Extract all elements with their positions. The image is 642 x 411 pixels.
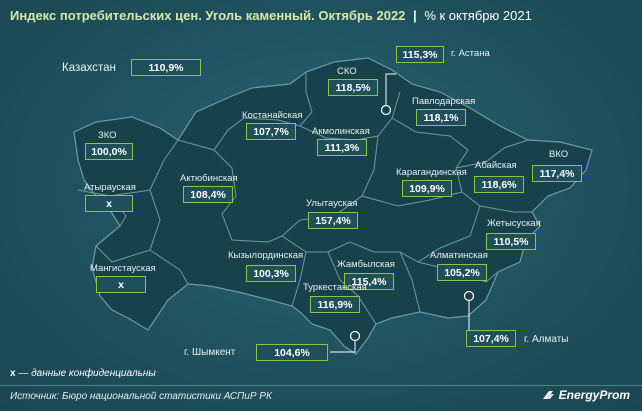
- region-label-kostanay: Костанайская: [242, 110, 303, 121]
- region-label-turkestan: Туркестанская: [303, 282, 367, 293]
- region-label-akmola: Акмолинская: [312, 126, 370, 137]
- page-title: Индекс потребительских цен. Уголь каменн…: [10, 8, 406, 23]
- brand-logo-text: EnergyProm: [558, 388, 630, 402]
- region-value-abai: 118,6%: [474, 176, 524, 193]
- region-label-shymkent: г. Шымкент: [184, 347, 236, 358]
- region-value-sko: 118,5%: [328, 79, 378, 96]
- region-label-almaty-city: г. Алматы: [524, 334, 569, 345]
- region-value-ulytau: 157,4%: [308, 212, 358, 229]
- region-label-aktobe: Актюбинская: [180, 173, 238, 184]
- region-label-mangystau: Мангистауская: [90, 263, 156, 274]
- region-value-atyrau: х: [85, 195, 133, 212]
- title-separator: |: [413, 8, 417, 23]
- region-value-zhetysu: 110,5%: [486, 233, 536, 250]
- region-value-zko: 100,0%: [85, 143, 133, 160]
- source-text: Источник: Бюро национальной статистики А…: [10, 391, 272, 402]
- region-value-akmola: 111,3%: [317, 139, 367, 156]
- region-value-almaty-city: 107,4%: [466, 330, 516, 347]
- footnote-symbol: х: [10, 368, 16, 379]
- region-label-vko: ВКО: [549, 149, 569, 160]
- astana-marker: [380, 104, 392, 116]
- region-label-ulytau: Улытауская: [306, 198, 358, 209]
- region-value-kyzylorda: 100,3%: [246, 265, 296, 282]
- region-label-zhetysu: Жетысуская: [487, 218, 541, 229]
- region-label-zhambyl: Жамбылская: [337, 259, 395, 270]
- region-value-kostanay: 107,7%: [246, 123, 296, 140]
- footnote-text: — данные конфиденциальны: [18, 368, 156, 379]
- region-borders: [77, 72, 532, 325]
- region-label-sko: СКО: [337, 66, 357, 77]
- region-value-shymkent: 104,6%: [256, 344, 328, 361]
- chart-header: Индекс потребительских цен. Уголь каменн…: [10, 8, 532, 23]
- national-value: 110,9%: [131, 59, 201, 76]
- region-label-kyzylorda: Кызылординская: [228, 250, 304, 261]
- energyprom-logo-icon: [542, 391, 554, 399]
- region-label-almaty-region: Алматинская: [430, 250, 488, 261]
- region-label-karaganda: Карагандинская: [396, 167, 467, 178]
- region-value-mangystau: х: [96, 276, 146, 293]
- region-value-vko: 117,4%: [532, 165, 582, 182]
- region-label-atyrau: Атырауская: [84, 182, 136, 193]
- national-label: Казахстан: [62, 62, 116, 74]
- region-value-aktobe: 108,4%: [183, 186, 233, 203]
- shymkent-marker: [349, 330, 361, 342]
- region-label-astana: г. Астана: [451, 48, 490, 59]
- region-value-astana: 115,3%: [396, 46, 444, 63]
- region-value-turkestan: 116,9%: [310, 296, 360, 313]
- confidential-footnote: х — данные конфиденциальны: [10, 368, 156, 379]
- region-value-almaty-region: 105,2%: [437, 264, 487, 281]
- region-value-karaganda: 109,9%: [402, 180, 452, 197]
- region-label-pavlodar: Павлодарская: [412, 96, 476, 107]
- unit-label: % к октябрю 2021: [424, 8, 532, 23]
- footer-divider: [0, 385, 642, 386]
- region-value-zhambyl: 115,4%: [344, 273, 394, 290]
- region-label-abai: Абайская: [475, 160, 517, 171]
- region-value-pavlodar: 118,1%: [416, 109, 466, 126]
- region-label-zko: ЗКО: [98, 130, 117, 141]
- almaty-marker: [463, 290, 475, 302]
- brand-logo: EnergyProm: [541, 388, 630, 402]
